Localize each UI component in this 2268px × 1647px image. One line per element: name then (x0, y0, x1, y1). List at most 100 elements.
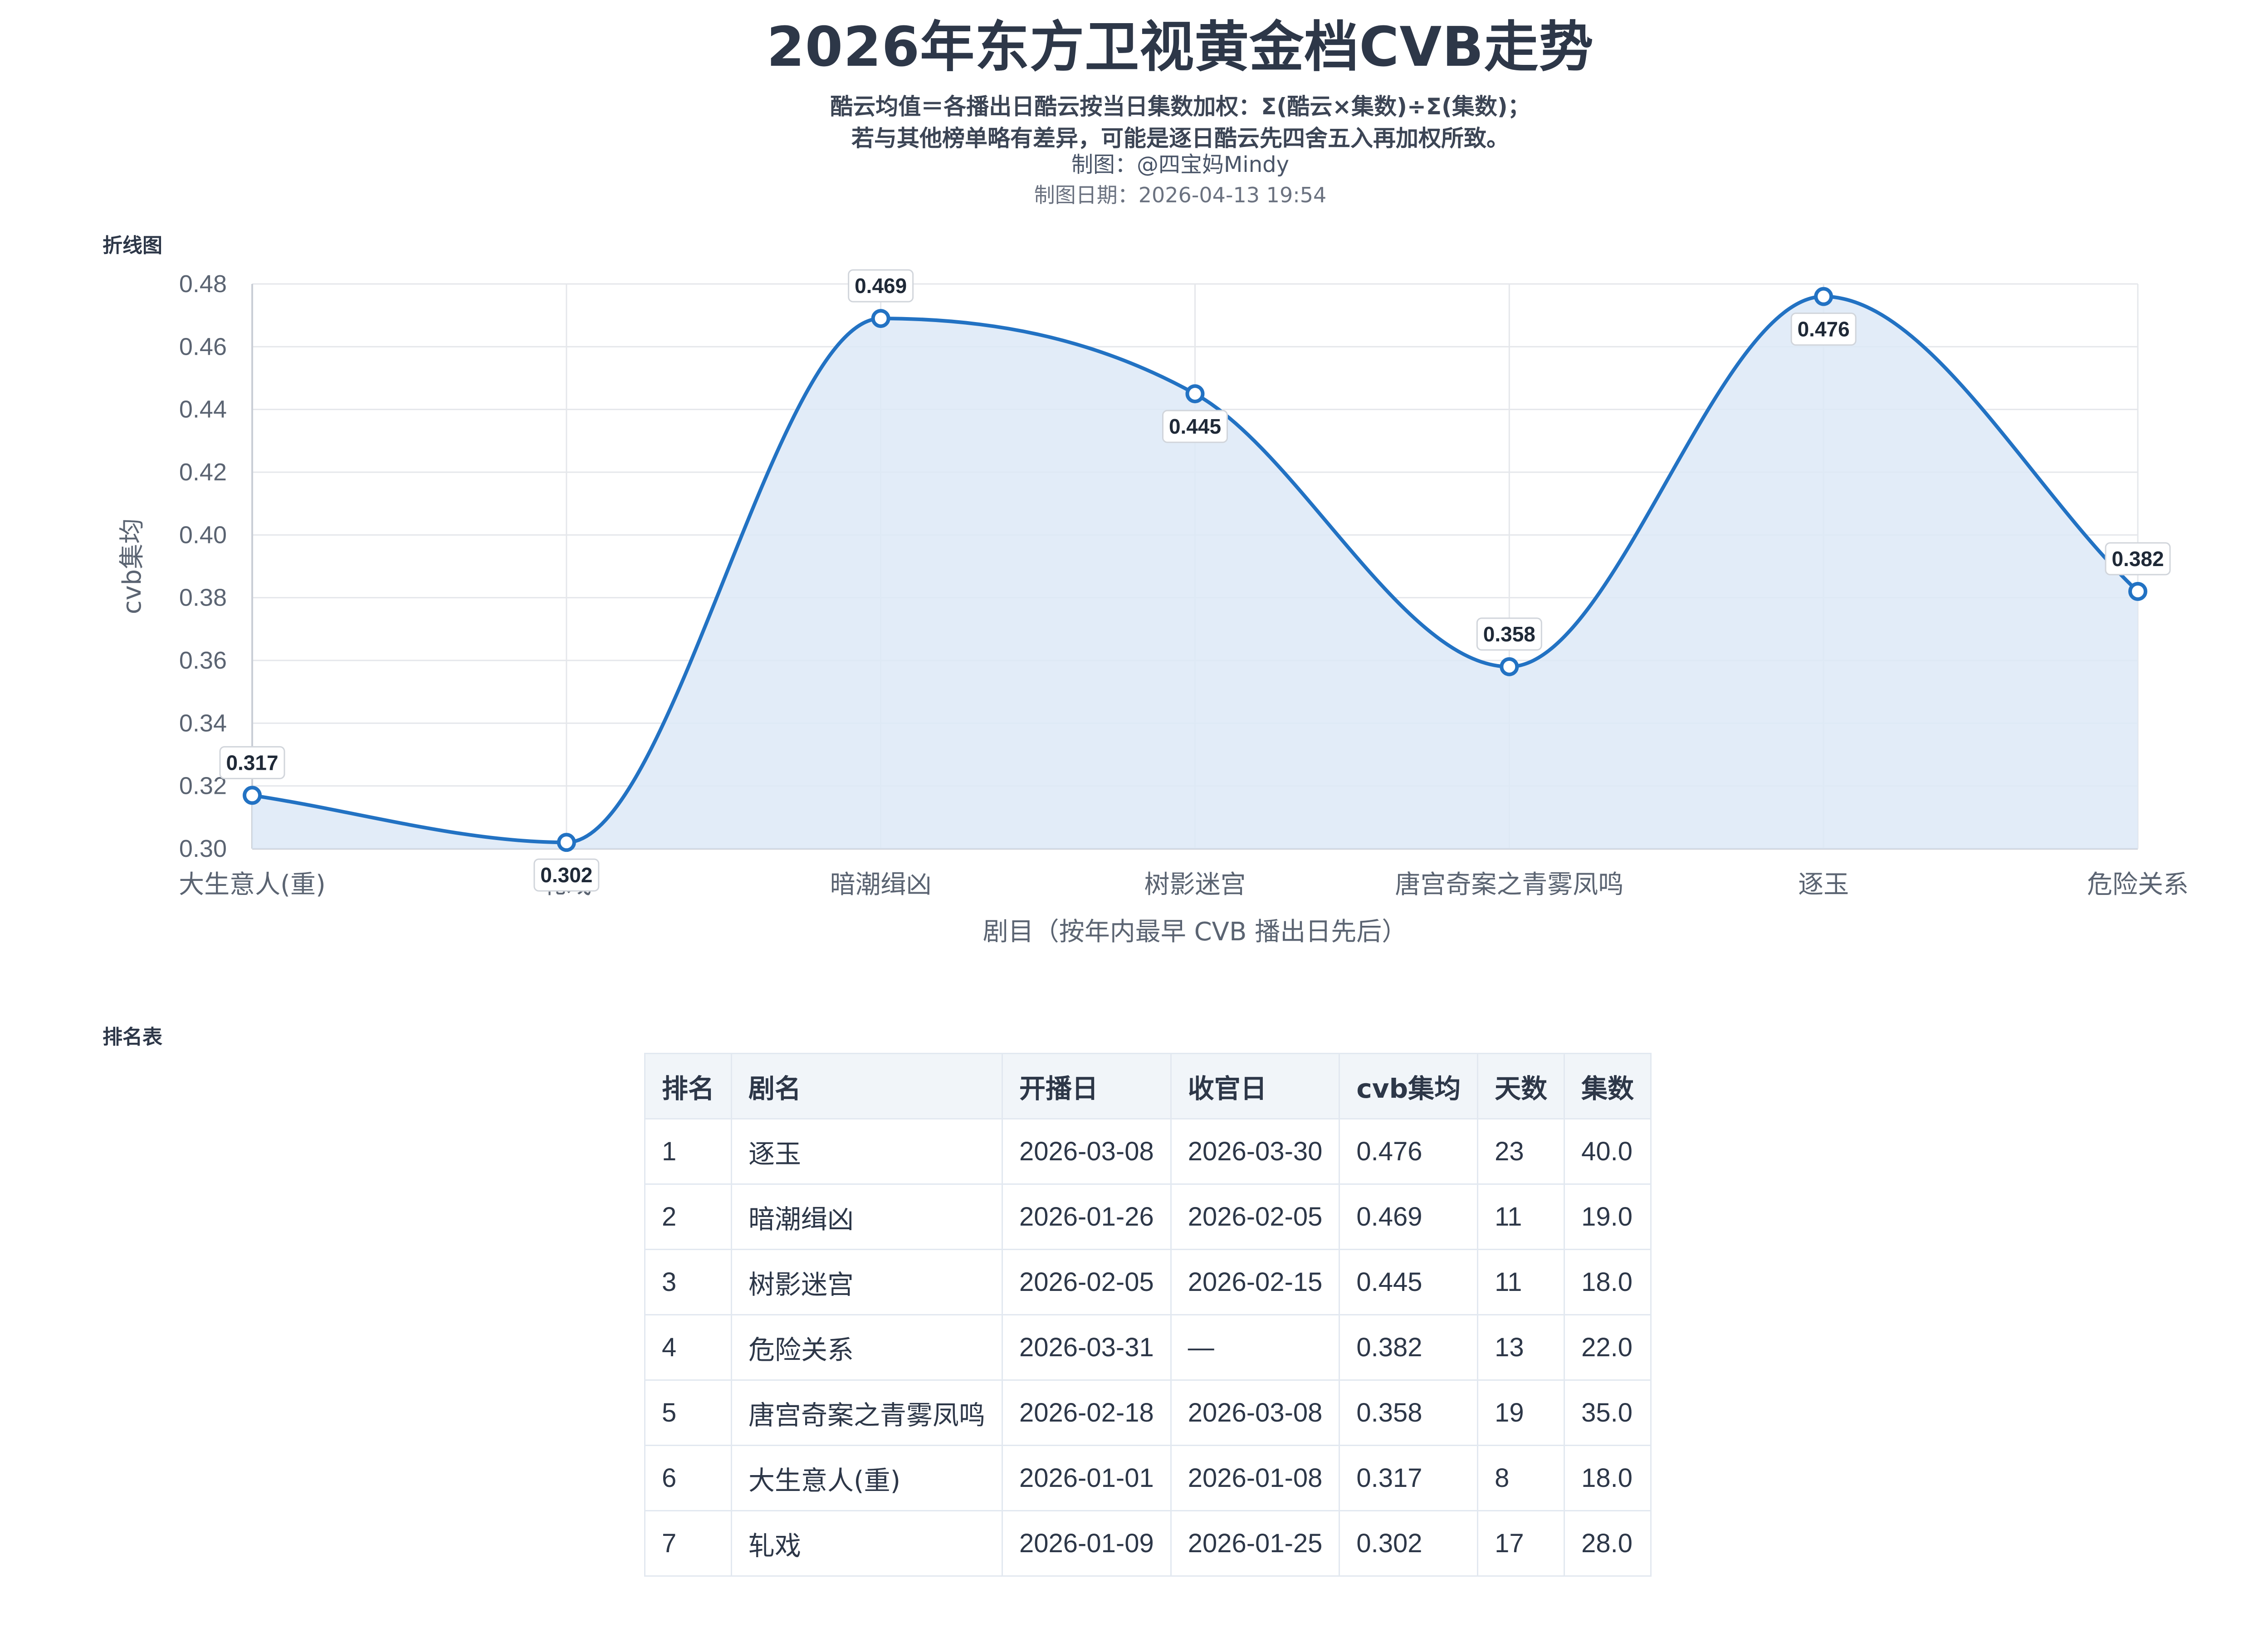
data-label-box (1476, 617, 1542, 651)
y-tick-label: 0.38 (179, 584, 227, 611)
subtitle-line-2: 若与其他榜单略有差异，可能是逐日酷云先四舍五入再加权所致。 (851, 125, 1509, 152)
cell-cvb-avg: 0.476 (1339, 1118, 1479, 1185)
table-row: 5 唐宫奇案之青雾凤鸣 2026-02-18 2026-03-08 0.358 19 35.… (644, 1379, 1652, 1446)
cell-start-date: 2026-01-26 (1002, 1183, 1172, 1250)
cell-end-date: 2026-03-30 (1170, 1118, 1340, 1185)
x-tick-label: 暗潮缉凶 (830, 870, 932, 899)
x-tick-label: 树影迷宫 (1144, 870, 1246, 899)
table-row: 2 暗潮缉凶 2026-01-26 2026-02-05 0.469 11 19.0 (644, 1183, 1652, 1250)
x-axis-title: 剧目（按年内最早 CVB 播出日先后） (983, 917, 1407, 947)
cell-cvb-avg: 0.382 (1339, 1314, 1479, 1381)
ranking-table: 排名 剧名 开播日 收官日 cvb集均 天数 集数 1 逐玉 2026-03-08 2… (644, 1053, 1652, 1577)
table-body: 1 逐玉 2026-03-08 2026-03-30 0.476 23 40.0 2 暗潮缉凶 2… (644, 1118, 1652, 1577)
data-point (1814, 287, 1833, 306)
cell-days: 8 (1477, 1445, 1565, 1511)
section-label-chart: 折线图 (103, 234, 162, 257)
header-start-date: 开播日 (1002, 1053, 1172, 1119)
data-labels: 0.317 0.302 0.469 0.445 0.358 0.476 0.382 (219, 269, 2171, 892)
data-label-box (1790, 313, 1857, 346)
data-label: 0.476 (1790, 313, 1857, 346)
y-tick-label: 0.46 (179, 333, 227, 360)
page-title: 2026年东方卫视黄金档CVB走势 (767, 16, 1594, 79)
header-title: 剧名 (731, 1053, 1003, 1119)
data-label-box (533, 858, 600, 892)
data-label-text: 0.317 (226, 751, 278, 774)
y-tick-label: 0.40 (179, 521, 227, 548)
cell-title: 逐玉 (731, 1118, 1003, 1185)
cell-start-date: 2026-01-09 (1002, 1510, 1172, 1577)
y-tick-label: 0.42 (179, 459, 227, 486)
cell-days: 17 (1477, 1510, 1565, 1577)
section-label-table: 排名表 (103, 1026, 162, 1049)
x-axis-ticks: 大生意人(重)轧戏暗潮缉凶树影迷宫唐宫奇案之青雾凤鸣逐玉危险关系 (179, 870, 2189, 899)
table-row: 1 逐玉 2026-03-08 2026-03-30 0.476 23 40.0 (644, 1118, 1652, 1185)
data-points (243, 287, 2147, 852)
line-chart: 0.30 0.32 0.34 0.36 0.38 0.40 0.42 0.44 0.46 0.48… (117, 269, 2189, 947)
cell-rank: 2 (644, 1183, 733, 1250)
cell-days: 11 (1477, 1183, 1565, 1250)
y-tick-label: 0.48 (179, 270, 227, 298)
cell-cvb-avg: 0.445 (1339, 1249, 1479, 1315)
cell-cvb-avg: 0.469 (1339, 1183, 1479, 1250)
chart-date: 制图日期：2026-04-13 19:54 (1034, 183, 1327, 207)
credit: 制图：@四宝妈Mindy (1071, 152, 1290, 177)
table-row: 4 危险关系 2026-03-31—0.382 13 22.0 (644, 1314, 1652, 1381)
cell-episodes: 22.0 (1564, 1314, 1652, 1381)
x-tick-label: 大生意人(重) (179, 870, 326, 899)
cell-episodes: 28.0 (1564, 1510, 1652, 1577)
data-point (871, 309, 890, 328)
cell-end-date: 2026-01-25 (1170, 1510, 1340, 1577)
y-tick-label: 0.34 (179, 709, 227, 737)
data-label-box (1162, 410, 1228, 443)
cell-title: 树影迷宫 (731, 1249, 1003, 1315)
cell-end-date: 2026-01-08 (1170, 1445, 1340, 1511)
y-tick-label: 0.30 (179, 835, 227, 862)
data-point (1185, 384, 1205, 404)
cell-end-date: 2026-03-08 (1170, 1379, 1340, 1446)
data-label-text: 0.382 (2112, 547, 2164, 571)
table-row: 7 轧戏 2026-01-09 2026-01-25 0.302 17 28.0 (644, 1510, 1652, 1577)
y-tick-label: 0.32 (179, 772, 227, 800)
cell-days: 23 (1477, 1118, 1565, 1185)
data-label: 0.317 (219, 746, 285, 779)
cell-end-date: — (1170, 1314, 1340, 1381)
y-axis-ticks: 0.30 0.32 0.34 0.36 0.38 0.40 0.42 0.44 0.46 0.48 (179, 270, 227, 862)
cell-episodes: 40.0 (1564, 1118, 1652, 1185)
data-label-box (219, 746, 285, 779)
cell-episodes: 35.0 (1564, 1379, 1652, 1446)
data-label: 0.302 (533, 858, 600, 892)
data-label-text: 0.476 (1798, 318, 1850, 341)
cell-rank: 6 (644, 1445, 733, 1511)
header-episodes: 集数 (1564, 1053, 1652, 1119)
cell-start-date: 2026-01-01 (1002, 1445, 1172, 1511)
data-point (1500, 657, 1519, 676)
cell-title: 大生意人(重) (731, 1445, 1003, 1511)
cell-cvb-avg: 0.358 (1339, 1379, 1479, 1446)
cell-cvb-avg: 0.302 (1339, 1510, 1479, 1577)
cell-title: 轧戏 (731, 1510, 1003, 1577)
table-row: 6 大生意人(重) 2026-01-01 2026-01-08 0.317 8 18.0 (644, 1445, 1652, 1511)
cell-start-date: 2026-02-05 (1002, 1249, 1172, 1315)
header-days: 天数 (1477, 1053, 1565, 1119)
data-label-text: 0.445 (1169, 415, 1221, 438)
data-point (2128, 582, 2147, 601)
data-label-box (848, 269, 914, 303)
cell-end-date: 2026-02-15 (1170, 1249, 1340, 1315)
cell-rank: 3 (644, 1249, 733, 1315)
header-rank: 排名 (644, 1053, 733, 1119)
cell-start-date: 2026-03-08 (1002, 1118, 1172, 1185)
data-label-box (2105, 542, 2171, 576)
cell-start-date: 2026-03-31 (1002, 1314, 1172, 1381)
cell-cvb-avg: 0.317 (1339, 1445, 1479, 1511)
cell-rank: 7 (644, 1510, 733, 1577)
cell-episodes: 18.0 (1564, 1249, 1652, 1315)
data-label: 0.382 (2105, 542, 2171, 576)
cell-title: 危险关系 (731, 1314, 1003, 1381)
table-header-row: 排名 剧名 开播日 收官日 cvb集均 天数 集数 (644, 1053, 1652, 1119)
data-label-text: 0.302 (540, 863, 592, 887)
cell-days: 11 (1477, 1249, 1565, 1315)
cell-days: 13 (1477, 1314, 1565, 1381)
cell-rank: 4 (644, 1314, 733, 1381)
y-axis-title: cvb集均 (117, 518, 147, 614)
